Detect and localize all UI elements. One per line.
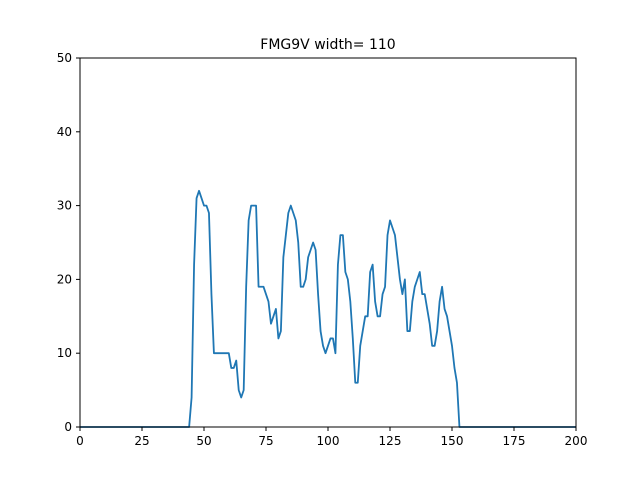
axis-ticks: 0 25 50 75 100 125 150 175 200 0 10 20 30 40 50 <box>57 51 588 448</box>
axes-frame <box>79 57 577 428</box>
x-tick-label: 175 <box>503 434 526 448</box>
x-tick-label: 25 <box>134 434 149 448</box>
x-tick-label: 100 <box>317 434 340 448</box>
y-tick-label: 20 <box>57 272 72 286</box>
series-line-0 <box>80 189 576 428</box>
y-tick-label: 10 <box>57 346 72 360</box>
y-tick-label: 40 <box>57 125 72 139</box>
x-tick-label: 50 <box>196 434 211 448</box>
x-tick-label: 125 <box>379 434 402 448</box>
x-tick-label: 0 <box>76 434 84 448</box>
y-tick-label: 50 <box>57 51 72 65</box>
x-tick-label: 200 <box>565 434 588 448</box>
y-tick-label: 30 <box>57 199 72 213</box>
x-tick-label: 75 <box>258 434 273 448</box>
plot-area <box>80 189 576 428</box>
x-tick-label: 150 <box>441 434 464 448</box>
y-tick-label: 0 <box>64 420 72 434</box>
chart-title: FMG9V width= 110 <box>260 37 395 53</box>
